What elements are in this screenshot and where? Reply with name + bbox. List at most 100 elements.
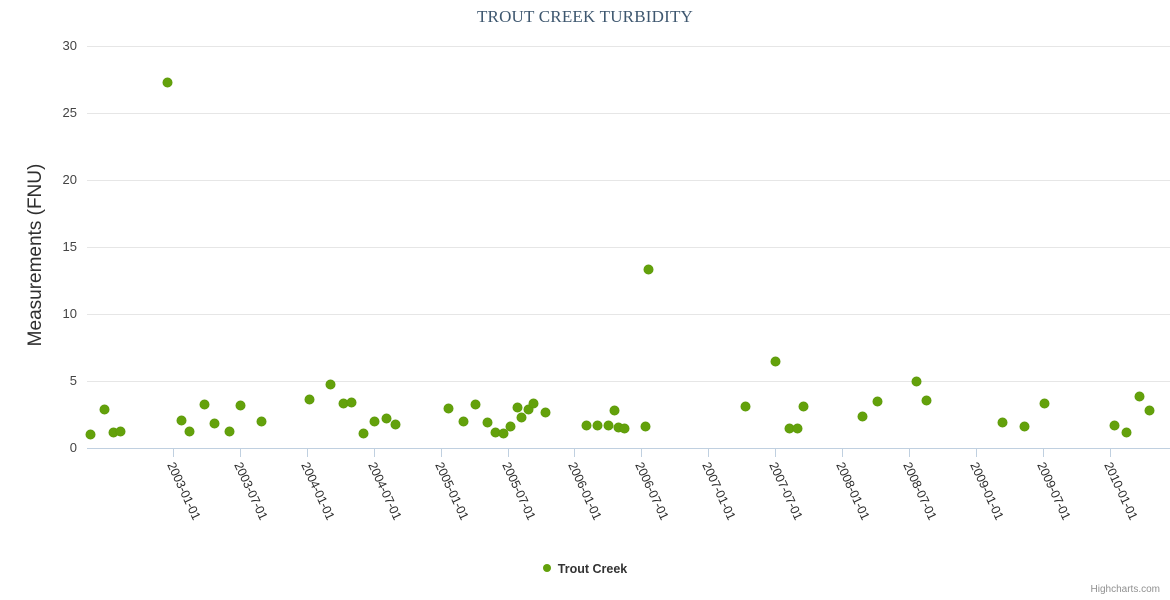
credits-label: Highcharts.com — [1090, 584, 1160, 595]
legend-item-trout-creek[interactable]: Trout Creek — [542, 562, 628, 576]
x-axis-tick-mark — [975, 448, 977, 457]
data-point[interactable] — [470, 399, 480, 409]
data-point[interactable] — [304, 394, 314, 404]
data-point[interactable] — [740, 401, 750, 411]
data-point[interactable] — [369, 416, 379, 426]
x-axis-tick-mark — [239, 448, 241, 457]
data-point[interactable] — [1039, 398, 1049, 408]
data-point[interactable] — [540, 407, 550, 417]
x-axis-tick-mark — [842, 448, 843, 457]
x-axis-tick-label: 2005-01-01 — [431, 460, 471, 523]
gridline — [87, 46, 1170, 47]
y-axis-tick-label: 30 — [62, 38, 77, 53]
data-point[interactable] — [235, 400, 245, 410]
data-point[interactable] — [346, 397, 356, 407]
x-axis-tick-label: 2009-07-01 — [1033, 460, 1073, 523]
y-axis-tick-label: 10 — [62, 306, 77, 321]
data-point[interactable] — [390, 419, 400, 429]
data-point[interactable] — [99, 404, 109, 414]
y-axis-tick-label: 25 — [62, 105, 77, 120]
x-axis-tick-label: 2008-01-01 — [833, 460, 873, 523]
x-axis-tick-label: 2007-07-01 — [766, 460, 806, 523]
data-point[interactable] — [613, 422, 623, 432]
x-axis-tick-mark — [908, 448, 910, 457]
x-axis-tick-label: 2010-01-01 — [1100, 460, 1140, 523]
chart-title: TROUT CREEK TURBIDITY — [476, 7, 694, 26]
data-point[interactable] — [997, 417, 1007, 427]
x-axis-tick-mark — [507, 448, 509, 457]
x-axis-tick-mark — [641, 448, 643, 457]
data-point[interactable] — [325, 379, 335, 389]
data-point[interactable] — [603, 420, 613, 430]
data-point[interactable] — [921, 395, 931, 405]
data-point[interactable] — [1134, 391, 1144, 401]
data-point[interactable] — [1144, 405, 1154, 415]
data-point[interactable] — [770, 356, 780, 366]
x-axis-tick-mark — [574, 448, 576, 457]
x-axis-tick-label: 2003-07-01 — [231, 460, 271, 523]
data-point[interactable] — [516, 412, 526, 422]
data-point[interactable] — [115, 426, 125, 436]
data-point[interactable] — [209, 418, 219, 428]
data-point[interactable] — [792, 423, 802, 433]
data-point[interactable] — [592, 420, 602, 430]
x-axis-tick-label: 2003-01-01 — [164, 460, 204, 523]
data-point[interactable] — [619, 423, 629, 433]
x-axis-tick-mark — [306, 448, 308, 457]
data-point[interactable] — [498, 428, 508, 438]
data-point[interactable] — [108, 427, 118, 437]
data-point[interactable] — [911, 376, 921, 386]
x-axis-tick-label: 2007-01-01 — [699, 460, 739, 523]
gridline — [87, 247, 1170, 248]
chart-legend: Trout Creek — [0, 562, 1170, 576]
y-axis-tick-label: 5 — [69, 373, 77, 388]
legend-item-label: Trout Creek — [557, 562, 628, 576]
data-point[interactable] — [199, 399, 209, 409]
gridline — [87, 113, 1170, 114]
x-axis-tick-label: 2008-07-01 — [900, 460, 940, 523]
x-axis-tick-mark — [1042, 448, 1044, 457]
x-axis-tick-label: 2006-01-01 — [565, 460, 605, 523]
data-point[interactable] — [224, 426, 234, 436]
data-point[interactable] — [581, 420, 591, 430]
x-axis-tick-label: 2006-07-01 — [632, 460, 672, 523]
data-point[interactable] — [85, 429, 95, 439]
data-point[interactable] — [482, 417, 492, 427]
data-point[interactable] — [162, 77, 172, 87]
data-point[interactable] — [256, 416, 266, 426]
data-point[interactable] — [176, 415, 186, 425]
x-axis-tick-label: 2004-01-01 — [298, 460, 337, 523]
data-point[interactable] — [338, 398, 348, 408]
x-axis-tick-mark — [775, 448, 777, 457]
data-point[interactable] — [640, 421, 650, 431]
data-point[interactable] — [798, 401, 808, 411]
x-axis-tick-mark — [1109, 448, 1111, 457]
y-axis-tick-label: 0 — [69, 440, 77, 455]
data-point[interactable] — [512, 402, 522, 412]
x-axis-tick-mark — [440, 448, 442, 457]
gridline — [87, 448, 1170, 449]
x-axis-tick-mark — [373, 448, 375, 457]
data-point[interactable] — [1109, 420, 1119, 430]
data-point[interactable] — [443, 403, 453, 413]
data-point[interactable] — [458, 416, 468, 426]
gridline — [87, 314, 1170, 315]
gridline — [87, 381, 1170, 382]
data-point[interactable] — [358, 428, 368, 438]
data-point[interactable] — [857, 411, 867, 421]
data-point[interactable] — [490, 427, 500, 437]
x-axis-tick-label: 2009-01-01 — [967, 460, 1006, 523]
x-axis-tick-mark — [708, 448, 710, 457]
y-axis-tick-label: 20 — [62, 172, 77, 187]
data-point[interactable] — [784, 423, 794, 433]
data-point[interactable] — [872, 396, 882, 406]
data-point[interactable] — [505, 421, 515, 431]
data-point[interactable] — [523, 404, 533, 414]
data-point[interactable] — [643, 264, 653, 274]
data-point[interactable] — [609, 405, 619, 415]
data-point[interactable] — [528, 398, 538, 408]
data-point[interactable] — [381, 413, 391, 423]
data-point[interactable] — [184, 426, 194, 436]
data-point[interactable] — [1121, 427, 1131, 437]
data-point[interactable] — [1019, 421, 1029, 431]
